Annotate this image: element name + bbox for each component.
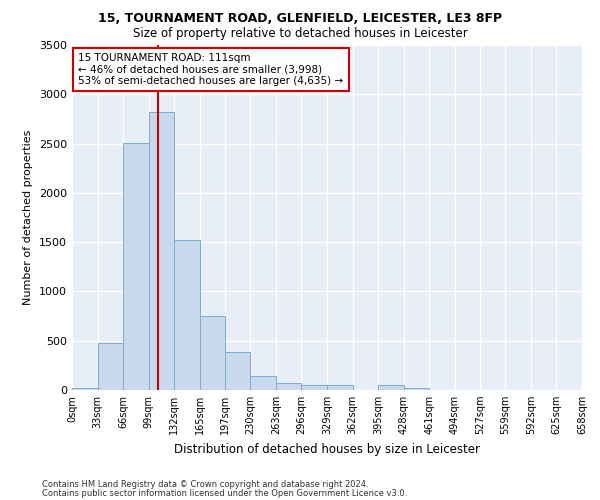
Bar [98, 342, 123, 390]
Bar [327, 385, 353, 390]
Bar [250, 376, 276, 390]
Bar [175, 240, 200, 390]
Bar [404, 388, 430, 390]
Bar [276, 382, 301, 390]
Bar [301, 385, 327, 390]
Bar [200, 316, 224, 390]
Text: 15 TOURNAMENT ROAD: 111sqm
← 46% of detached houses are smaller (3,998)
53% of s: 15 TOURNAMENT ROAD: 111sqm ← 46% of deta… [78, 53, 343, 86]
Y-axis label: Number of detached properties: Number of detached properties [23, 130, 34, 305]
Bar [123, 142, 149, 390]
Bar [72, 388, 98, 390]
Text: 15, TOURNAMENT ROAD, GLENFIELD, LEICESTER, LE3 8FP: 15, TOURNAMENT ROAD, GLENFIELD, LEICESTE… [98, 12, 502, 26]
Bar [224, 352, 250, 390]
Text: Contains HM Land Registry data © Crown copyright and database right 2024.: Contains HM Land Registry data © Crown c… [42, 480, 368, 489]
Text: Contains public sector information licensed under the Open Government Licence v3: Contains public sector information licen… [42, 488, 407, 498]
Text: Size of property relative to detached houses in Leicester: Size of property relative to detached ho… [133, 28, 467, 40]
Bar [378, 385, 404, 390]
X-axis label: Distribution of detached houses by size in Leicester: Distribution of detached houses by size … [174, 442, 480, 456]
Bar [149, 112, 175, 390]
